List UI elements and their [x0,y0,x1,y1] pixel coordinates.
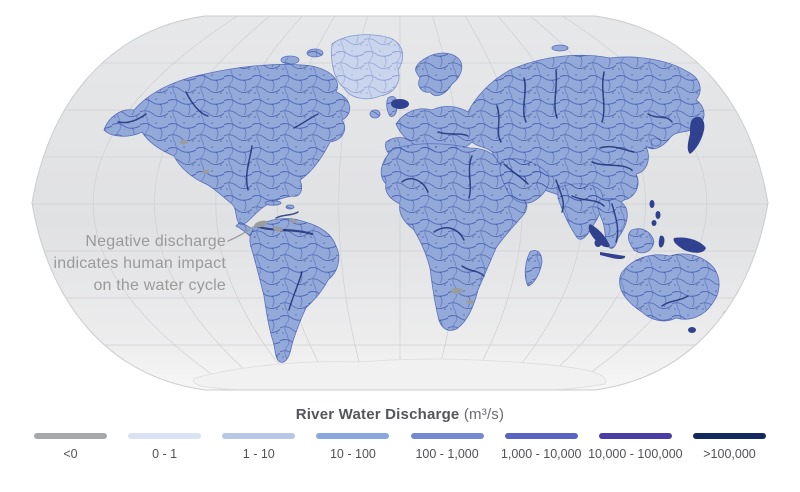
map-outline [31,15,769,391]
legend-title-text: River Water Discharge [295,406,460,423]
legend-swatch [504,433,578,439]
legend-item: 0 - 1 [118,433,211,461]
legend-item: 1,000 - 10,000 [495,433,588,461]
legend-label: 0 - 1 [152,447,178,461]
legend-swatch [692,433,766,439]
legend-swatch [316,433,390,439]
greenland [331,34,404,100]
legend-title-unit: (m³/s) [463,406,505,423]
legend-items: <0 0 - 1 1 - 10 10 - 100 100 - 1,000 1,0… [24,433,776,461]
legend-item: 10,000 - 100,000 [588,433,683,461]
legend-item: 1 - 10 [212,433,305,461]
legend-swatch [128,433,202,439]
legend-item: >100,000 [683,433,776,461]
world-map-figure [31,15,769,391]
legend-title: River Water Discharge (m³/s) [0,406,800,423]
negative-discharge-annotation: Negative discharge indicates human impac… [53,233,226,294]
legend-item: <0 [24,433,117,461]
legend-label: 1,000 - 10,000 [500,447,582,461]
legend-label: 1 - 10 [242,447,275,461]
legend-swatch [34,433,107,439]
legend-label: >100,000 [703,447,756,461]
legend-label: 10,000 - 100,000 [588,447,683,461]
legend-label: <0 [63,447,78,461]
legend-label: 10 - 100 [329,447,376,461]
legend-label: 100 - 1,000 [415,447,479,461]
legend-item: 10 - 100 [306,433,399,461]
legend-swatch [410,433,484,439]
legend-swatch [222,433,296,439]
legend: River Water Discharge (m³/s) <0 0 - 1 1 … [0,406,800,461]
legend-swatch [598,433,672,439]
continents-river-discharge [103,44,720,363]
negative-discharge-marks [180,139,474,304]
world-map [31,15,769,391]
annotation-leader-line [227,224,257,242]
legend-item: 100 - 1,000 [401,433,494,461]
